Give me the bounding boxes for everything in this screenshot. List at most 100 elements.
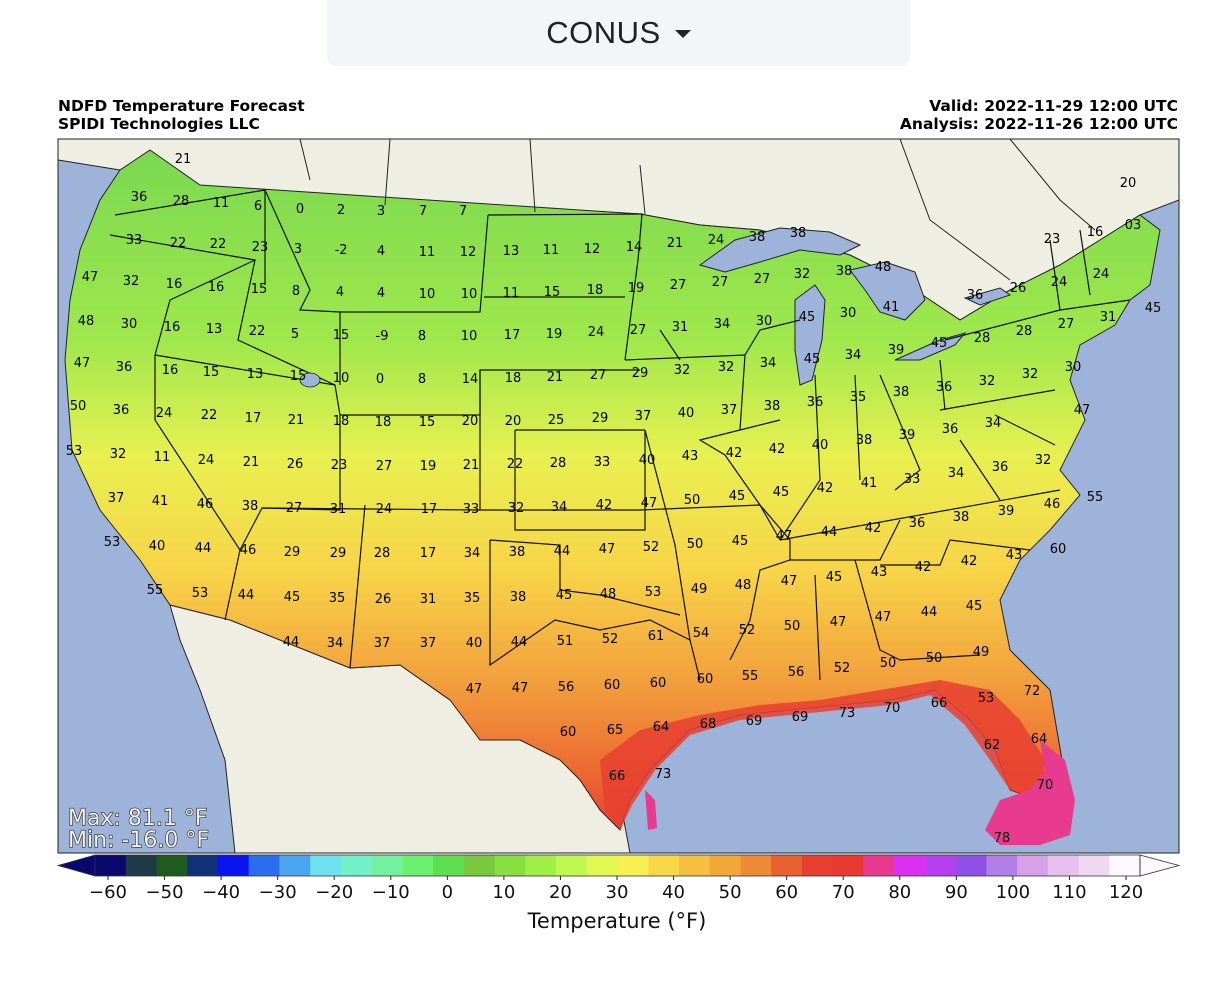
temperature-value-label: 34 (714, 317, 731, 332)
temperature-value-label: 38 (510, 590, 527, 605)
colorbar-segment (801, 855, 834, 876)
temperature-value-label: 24 (708, 233, 725, 248)
temperature-value-label: 20 (462, 414, 479, 429)
temperature-value-label: 36 (936, 380, 953, 395)
colorbar-segment (525, 855, 557, 876)
temperature-value-label: 27 (754, 272, 771, 287)
colorbar-tick-label: 20 (549, 882, 572, 903)
temperature-value-label: 0 (296, 202, 304, 217)
florida-hot-zone (985, 740, 1075, 845)
temperature-value-label: 32 (674, 363, 691, 378)
texas-coast-hot-zone (645, 790, 657, 830)
temperature-value-label: 48 (875, 260, 892, 275)
temperature-value-label: 32 (794, 267, 811, 282)
temperature-value-label: 14 (462, 372, 479, 387)
temperature-value-label: 32 (110, 447, 127, 462)
temperature-value-label: 64 (1031, 732, 1048, 747)
temperature-value-label: 28 (974, 331, 991, 346)
colorbar-segment (1047, 855, 1080, 876)
temperature-value-label: 52 (643, 540, 660, 555)
temperature-value-label: -9 (376, 329, 389, 344)
temperature-value-label: 38 (953, 510, 970, 525)
temperature-value-label: 4 (336, 285, 344, 300)
colorbar-segment (740, 855, 772, 876)
temperature-value-label: 42 (726, 446, 743, 461)
temperature-value-label: 47 (74, 356, 91, 371)
colorbar-segment (771, 855, 803, 876)
temperature-value-label: 44 (821, 525, 838, 540)
temperature-value-label: 21 (243, 455, 260, 470)
temperature-value-label: 36 (942, 422, 959, 437)
region-dropdown[interactable]: CONUS (327, 0, 910, 66)
temperature-value-label: 11 (213, 196, 230, 211)
temperature-value-label: 44 (511, 635, 528, 650)
temperature-value-label: 29 (284, 545, 301, 560)
temperature-value-label: 53 (104, 535, 121, 550)
temperature-value-label: 29 (330, 546, 347, 561)
colorbar-segment (648, 855, 680, 876)
temperature-value-label: 41 (861, 476, 878, 491)
temperature-value-label: 22 (507, 457, 524, 472)
temperature-value-label: 23 (252, 240, 269, 255)
temperature-value-label: 50 (687, 537, 704, 552)
temperature-value-label: 46 (197, 497, 214, 512)
temperature-value-label: 55 (742, 669, 759, 684)
temperature-value-label: 27 (670, 278, 687, 293)
temperature-value-label: 39 (899, 428, 916, 443)
temperature-value-label: 37 (374, 636, 391, 651)
colorbar-tick-label: 60 (775, 882, 798, 903)
temperature-value-label: 35 (329, 591, 346, 606)
temperature-value-label: 68 (700, 717, 717, 732)
colorbar-segment (617, 855, 649, 876)
colorbar-segment (586, 855, 618, 876)
temperature-value-label: 41 (883, 300, 900, 315)
temperature-value-label: 31 (420, 592, 437, 607)
temperature-value-label: 26 (1010, 281, 1027, 296)
map-frame (58, 139, 1179, 853)
temperature-value-label: 53 (645, 585, 662, 600)
temperature-value-label: 22 (210, 237, 227, 252)
temperature-value-label: 18 (375, 415, 392, 430)
colorbar-segment (187, 855, 219, 876)
temperature-value-label: 38 (856, 433, 873, 448)
temperature-value-label: 50 (926, 651, 943, 666)
temperature-value-label: 23 (331, 458, 348, 473)
temperature-value-label: 18 (587, 283, 604, 298)
temperature-value-label: 10 (419, 287, 436, 302)
colorbar-tick-label: 80 (888, 882, 911, 903)
temperature-value-label: 24 (1051, 275, 1068, 290)
temperature-value-label: 49 (973, 645, 990, 660)
colorbar-tick-label: −10 (372, 882, 410, 903)
colorbar-segment (1109, 855, 1141, 876)
temperature-value-label: 22 (201, 408, 218, 423)
map-time-block: Valid: 2022-11-29 12:00 UTC Analysis: 20… (900, 97, 1178, 133)
temperature-value-label: 53 (192, 586, 209, 601)
temperature-value-label: 33 (463, 502, 480, 517)
temperature-value-label: 10 (333, 371, 350, 386)
temperature-value-label: 23 (1044, 232, 1061, 247)
colorbar-tick-label: −40 (202, 882, 240, 903)
colorbar-segment (433, 855, 465, 876)
temperature-value-label: 16 (166, 277, 183, 292)
colorbar-segment (248, 855, 280, 876)
temperature-value-label: 32 (123, 274, 140, 289)
temperature-value-label: 56 (788, 665, 805, 680)
gulf-warm-zone (600, 680, 1045, 830)
temperature-value-label: 8 (292, 284, 300, 299)
temperature-value-label: 38 (242, 499, 259, 514)
temperature-value-label: 28 (1016, 324, 1033, 339)
temperature-value-label: 44 (921, 605, 938, 620)
temperature-value-label: 60 (650, 676, 667, 691)
temperature-value-label: 36 (807, 395, 824, 410)
temperature-value-label: 47 (830, 615, 847, 630)
temperature-value-label: 8 (418, 329, 426, 344)
temperature-value-label: 60 (560, 725, 577, 740)
temperature-value-label: 47 (466, 682, 483, 697)
temperature-value-label: 43 (1006, 548, 1023, 563)
temperature-value-label: 34 (551, 500, 568, 515)
temperature-value-label: 44 (283, 635, 300, 650)
temperature-value-label: 21 (175, 152, 192, 167)
temperature-value-label: 27 (376, 459, 393, 474)
temperature-value-label: 20 (505, 414, 522, 429)
